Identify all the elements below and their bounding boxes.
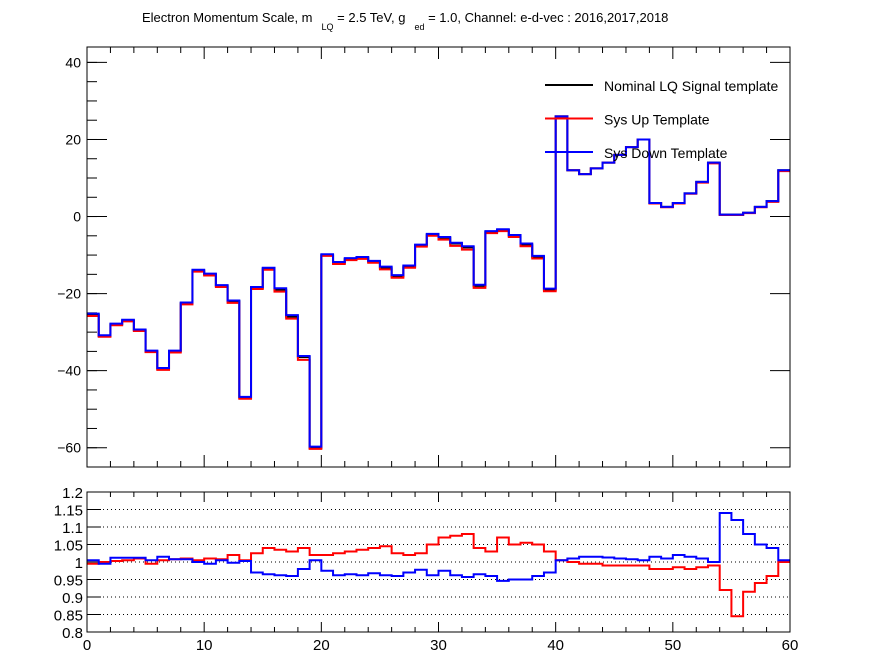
ratio-y-tick-label: 0.95 [54, 573, 83, 590]
ratio-series-sys-down-template [87, 512, 790, 582]
main-plot: −60 −40 −20 0 20 40 [57, 46, 791, 468]
ratio-y-tick-label: 0.85 [54, 608, 83, 625]
y-tick-label: −60 [57, 440, 81, 456]
x-tick-label: 40 [547, 637, 564, 654]
ratio-plot-frame [86, 491, 791, 633]
y-tick-label: 20 [65, 131, 81, 147]
main-plot-frame [86, 46, 791, 468]
ratio-y-tick-label: 1.1 [62, 520, 83, 537]
x-tick-label: 20 [313, 637, 330, 654]
ratio-y-tick-label: 1.05 [54, 538, 83, 555]
y-tick-label: −20 [57, 286, 81, 302]
ratio-y-tick-label: 1.2 [62, 485, 83, 502]
main-plot-axes: −60 −40 −20 0 20 40 [57, 47, 791, 468]
title-part-1: Electron Momentum Scale, m [142, 10, 313, 25]
x-tick-label: 10 [196, 637, 213, 654]
ratio-y-tick-label: 0.9 [62, 590, 83, 607]
y-tick-label: 40 [65, 54, 81, 70]
title-part-2: = 2.5 TeV, g [334, 10, 406, 25]
legend: Nominal LQ Signal template Sys Up Templat… [545, 78, 779, 161]
ratio-y-tick-label: 0.8 [62, 625, 83, 642]
x-tick-label: 0 [83, 637, 91, 654]
ratio-plot-series [87, 512, 790, 618]
legend-label-sys-down-template: Sys Down Template [604, 145, 728, 161]
title-sub-2: ed [414, 22, 424, 32]
y-tick-label: −40 [57, 363, 81, 379]
x-tick-label: 50 [664, 637, 681, 654]
series-sys-down-template [87, 115, 790, 448]
x-tick-label: 30 [430, 637, 447, 654]
y-tick-label: 0 [73, 209, 81, 225]
chart-title: Electron Momentum Scale, m LQ = 2.5 TeV, … [142, 10, 668, 32]
ratio-y-tick-label: 1 [75, 555, 83, 572]
x-tick-label: 60 [782, 637, 799, 654]
title-sub-1: LQ [322, 22, 334, 32]
main-plot-series [87, 115, 790, 450]
ratio-y-tick-label: 1.15 [54, 503, 83, 520]
legend-label-nominal-lq-signal-template: Nominal LQ Signal template [604, 78, 779, 94]
ratio-series-sys-up-template [87, 533, 790, 618]
title-part-3: = 1.0, Channel: e-d-vec : 2016,2017,2018 [424, 10, 668, 25]
legend-label-sys-up-template: Sys Up Template [604, 112, 710, 128]
